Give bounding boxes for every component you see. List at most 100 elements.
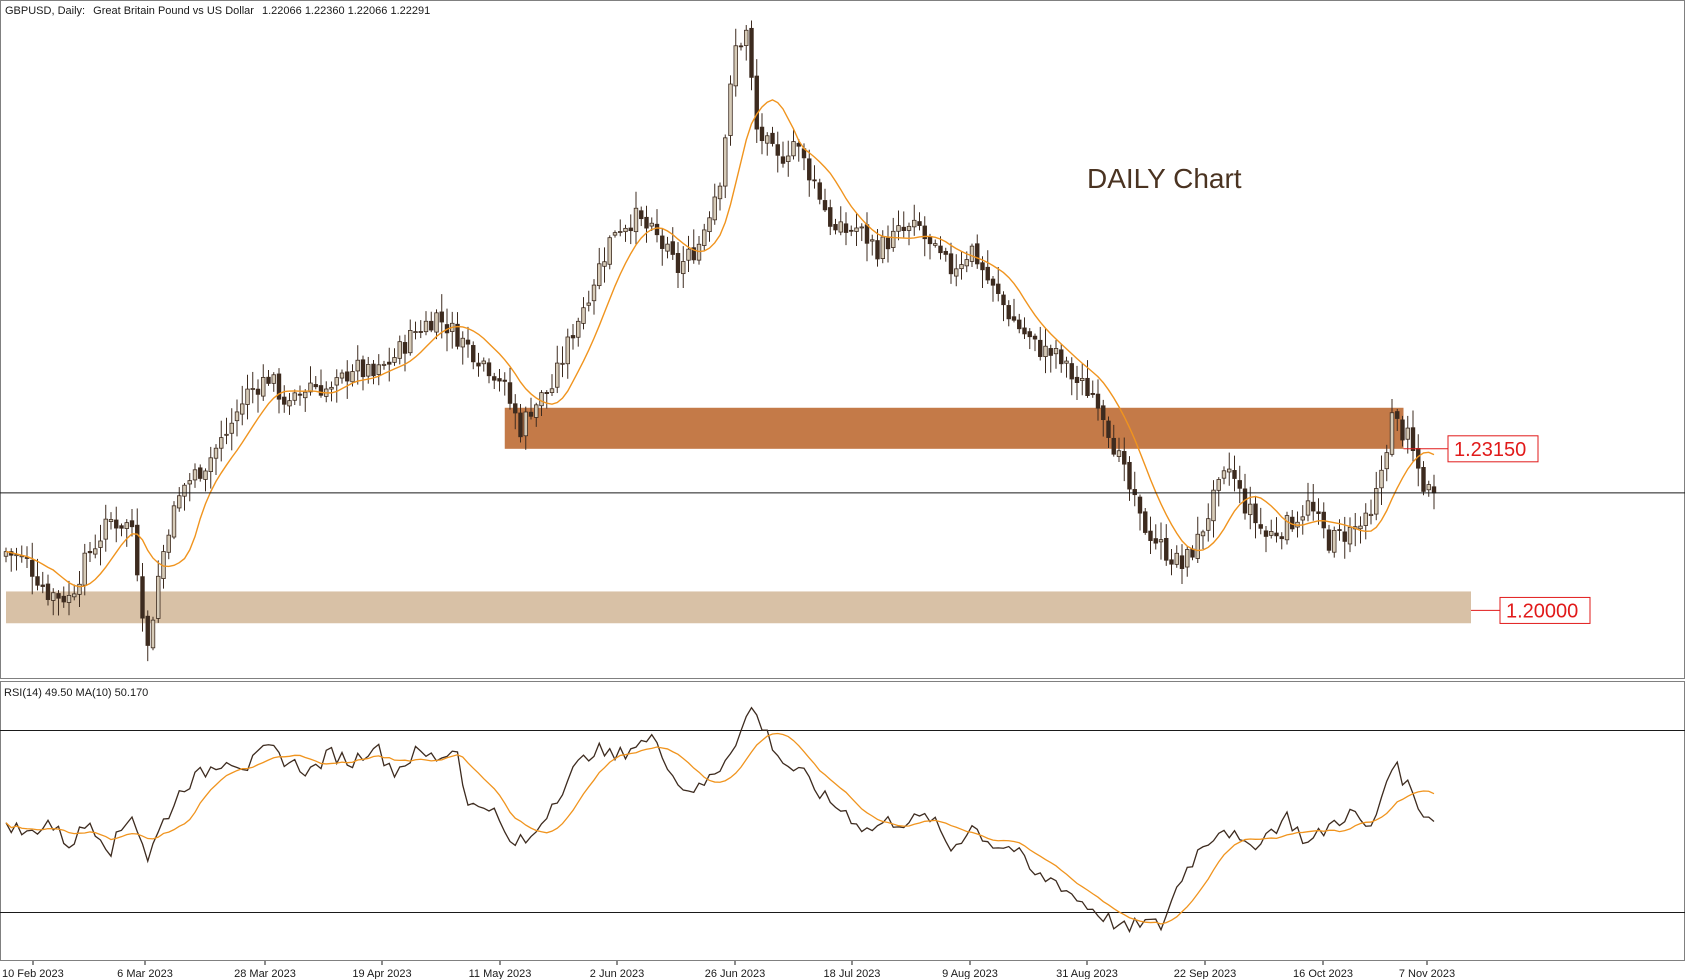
- candle: [1216, 477, 1221, 507]
- candle: [177, 487, 182, 512]
- candle: [1363, 503, 1368, 540]
- candle: [555, 345, 560, 394]
- candle: [733, 28, 738, 97]
- bear-candle-body: [1122, 451, 1127, 465]
- bull-candle-body: [1363, 512, 1368, 526]
- candle: [1300, 505, 1305, 535]
- candle: [1017, 313, 1022, 334]
- rsi-header: RSI(14) 49.50 MA(10) 50.170: [4, 687, 148, 699]
- bull-candle-body: [854, 227, 859, 232]
- candle: [434, 309, 439, 340]
- bull-candle-body: [392, 357, 397, 363]
- time-axis-label: 7 Nov 2023: [1399, 968, 1455, 979]
- rsi-ma-line: [5, 732, 1435, 925]
- bull-candle-body: [287, 400, 292, 407]
- resistance-level-label: 1.23150: [1454, 439, 1526, 461]
- bull-candle-body: [1358, 525, 1363, 530]
- bull-candle-body: [870, 239, 875, 242]
- candle: [523, 406, 528, 450]
- candle: [234, 399, 240, 437]
- bear-candle-body: [1101, 405, 1106, 421]
- bear-candle-body: [1032, 335, 1038, 340]
- bear-candle-body: [145, 615, 150, 646]
- bull-candle-body: [1206, 518, 1211, 531]
- candle: [171, 501, 177, 540]
- bear-candle-body: [518, 412, 523, 438]
- bear-candle-body: [660, 235, 665, 249]
- bear-candle-body: [812, 179, 817, 182]
- bull-candle-body: [933, 243, 938, 246]
- candle: [35, 558, 40, 591]
- time-axis-label: 9 Aug 2023: [942, 968, 998, 979]
- price-pane-border: [0, 0, 1685, 679]
- candle: [1164, 524, 1169, 566]
- candle: [1384, 444, 1389, 482]
- bear-candle-body: [985, 266, 990, 281]
- candle: [1305, 482, 1311, 522]
- bull-candle-body: [723, 137, 728, 187]
- candle: [486, 358, 492, 384]
- candle: [1342, 516, 1347, 559]
- candle: [917, 212, 922, 231]
- candle: [681, 246, 686, 288]
- bear-candle-body: [1148, 530, 1153, 541]
- bull-candle-body: [82, 552, 87, 586]
- candle: [885, 225, 891, 263]
- candle: [1200, 529, 1206, 549]
- candle: [261, 364, 266, 401]
- bull-candle-body: [1227, 468, 1232, 473]
- bull-candle-body: [565, 336, 570, 365]
- candle: [849, 225, 854, 237]
- candle: [675, 242, 681, 289]
- bull-candle-body: [1389, 412, 1395, 455]
- bear-candle-body: [770, 132, 775, 144]
- candle: [1174, 545, 1179, 568]
- candle: [1027, 328, 1032, 350]
- bull-candle-body: [208, 457, 213, 472]
- candle: [255, 379, 261, 413]
- candle: [376, 354, 381, 386]
- bull-candle-body: [355, 359, 360, 372]
- candle: [1206, 503, 1211, 542]
- rsi-pane[interactable]: RSI(14) 49.50 MA(10) 50.170: [0, 681, 1685, 961]
- candle: [439, 294, 444, 339]
- bull-candle-body: [203, 470, 208, 480]
- candle: [712, 183, 717, 225]
- bear-candle-body: [807, 158, 812, 181]
- candle: [1111, 424, 1116, 457]
- bull-candle-body: [166, 534, 171, 553]
- bull-candle-body: [1158, 539, 1164, 543]
- candle: [943, 247, 948, 262]
- bear-candle-body: [922, 225, 927, 240]
- candle: [1368, 499, 1374, 525]
- bear-candle-body: [1137, 496, 1143, 514]
- bull-candle-body: [1200, 531, 1206, 537]
- candle: [297, 385, 303, 406]
- candle: [1143, 508, 1148, 535]
- candle: [754, 59, 759, 143]
- bear-candle-body: [817, 182, 822, 200]
- candle: [1043, 328, 1048, 374]
- candle: [1227, 452, 1232, 486]
- bear-candle-body: [439, 311, 444, 323]
- candle: [1001, 291, 1006, 322]
- candle: [381, 360, 387, 370]
- candle: [639, 206, 644, 227]
- bull-candle-body: [591, 284, 597, 302]
- bull-candle-body: [612, 232, 618, 236]
- price-pane[interactable]: GBPUSD, Daily: Great Britain Pound vs US…: [0, 0, 1685, 679]
- candle: [229, 408, 234, 451]
- bear-candle-body: [780, 156, 786, 164]
- candle: [1132, 471, 1137, 507]
- candle: [1069, 357, 1074, 396]
- bear-candle-body: [1095, 393, 1101, 409]
- candle: [192, 463, 198, 488]
- bull-candle-body: [240, 403, 245, 415]
- candle: [108, 512, 114, 530]
- candle: [570, 324, 576, 350]
- candle: [98, 524, 103, 566]
- candle: [644, 205, 649, 243]
- candle: [224, 417, 229, 445]
